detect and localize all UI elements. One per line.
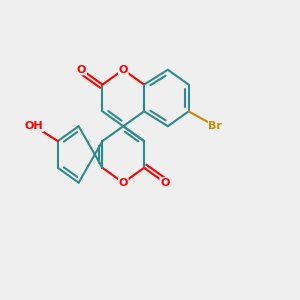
Text: O: O bbox=[160, 178, 170, 188]
Text: O: O bbox=[77, 65, 86, 75]
Text: O: O bbox=[118, 65, 128, 75]
Text: O: O bbox=[118, 178, 128, 188]
Text: OH: OH bbox=[25, 121, 44, 131]
Text: Br: Br bbox=[208, 121, 222, 131]
